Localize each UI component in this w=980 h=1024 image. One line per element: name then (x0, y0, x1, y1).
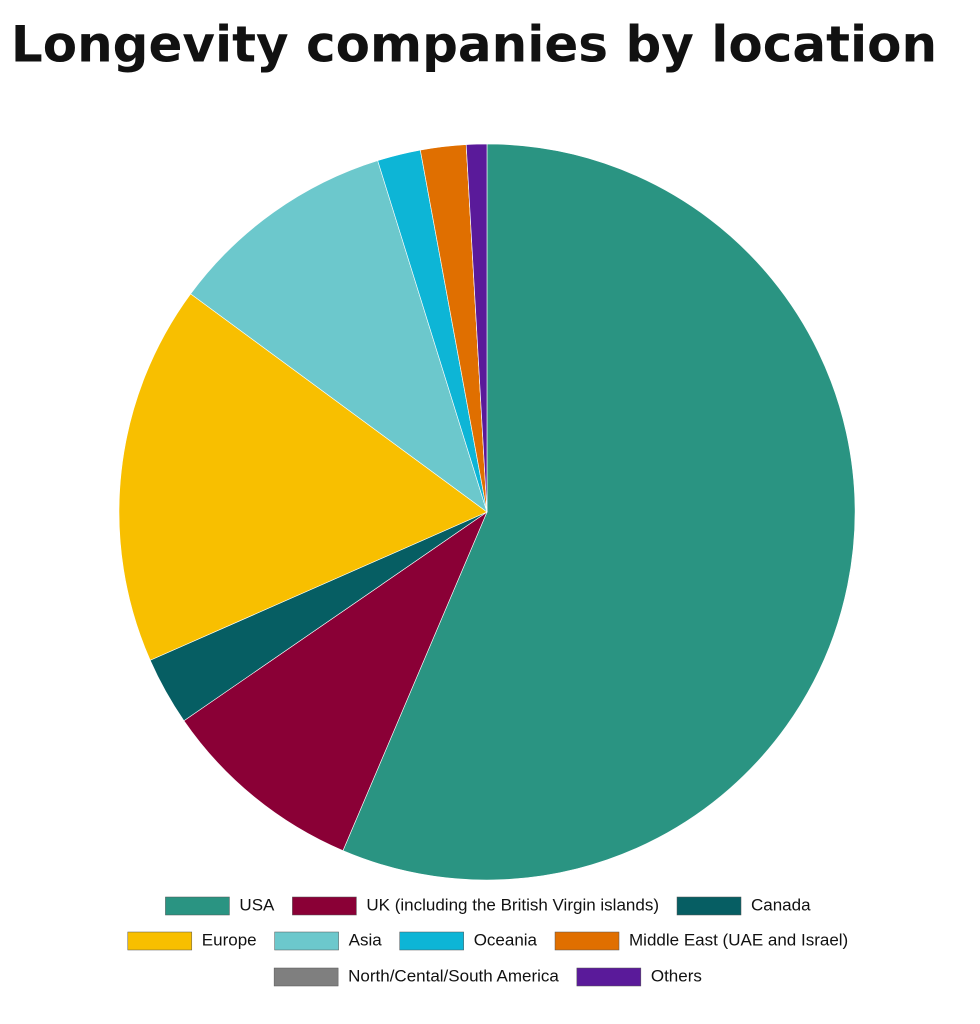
legend-label: Canada (751, 895, 811, 914)
legend-swatch (165, 896, 230, 916)
pie-slice (183, 511, 488, 852)
legend-swatch (127, 931, 193, 951)
legend: USA UK (including the British Virgin isla… (127, 895, 848, 987)
pie (118, 143, 856, 881)
legend-swatch (554, 931, 620, 951)
legend-swatch (399, 931, 464, 951)
legend-swatch (292, 896, 357, 916)
pie-slice (342, 143, 856, 881)
legend-label: Middle East (UAE and Israel) (629, 930, 848, 949)
legend-label: USA (239, 895, 275, 914)
legend-swatch (274, 931, 339, 951)
legend-label: North/Cental/South America (348, 966, 559, 985)
pie-slice (118, 293, 488, 661)
legend-swatch (273, 967, 339, 987)
pie-slice (465, 143, 488, 513)
legend-label: Europe (202, 930, 257, 949)
legend-label: Asia (349, 930, 383, 949)
legend-label: Others (651, 966, 702, 985)
pie-slice (190, 160, 488, 513)
chart-title: Longevity companies by location (11, 16, 937, 74)
legend-swatch (576, 967, 642, 987)
legend-label: Oceania (474, 930, 538, 949)
legend-swatch (676, 896, 742, 916)
legend-label: UK (including the British Virgin islands… (366, 895, 659, 914)
